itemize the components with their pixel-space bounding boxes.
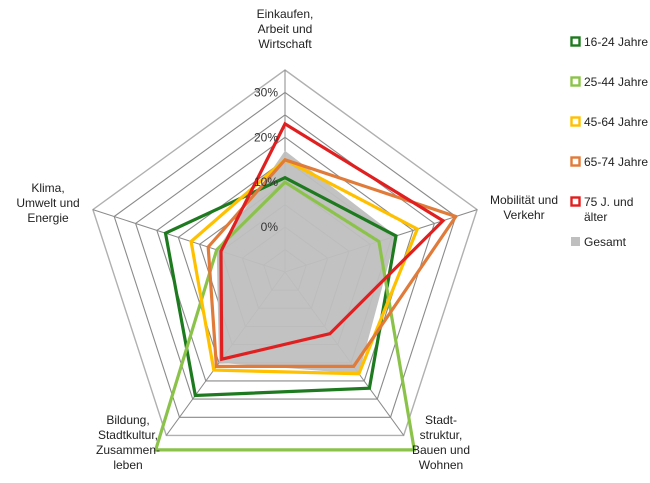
grid-ring bbox=[113, 91, 457, 418]
tick-label: 30% bbox=[254, 85, 278, 99]
legend-label: 16-24 Jahre bbox=[584, 35, 648, 49]
tick-label: 20% bbox=[254, 130, 278, 144]
legend-swatch bbox=[570, 116, 581, 127]
legend: 16-24 Jahre 25-44 Jahre 45-64 Jahre 65-74 J… bbox=[570, 35, 648, 249]
legend-label: 45-64 Jahre bbox=[584, 115, 648, 129]
axis-label: Bildung, Stadtkultur, Zusammen-leben bbox=[96, 413, 160, 472]
axis-label: Stadt-struktur, Bauen und Wohnen bbox=[412, 413, 470, 472]
legend-swatch bbox=[571, 237, 580, 246]
series-line-45-64-jahre bbox=[189, 157, 420, 376]
series-line-16-24-jahre bbox=[163, 175, 398, 398]
legend-label: 75 J. und älter bbox=[584, 195, 633, 224]
legend-label: Gesamt bbox=[584, 235, 627, 249]
legend-label: 65-74 Jahre bbox=[584, 155, 648, 169]
legend-swatch bbox=[570, 196, 581, 207]
legend-label: 25-44 Jahre bbox=[584, 75, 648, 89]
axis-label: Einkaufen, Arbeit und Wirtschaft bbox=[257, 7, 314, 51]
series-line-65-74-jahre bbox=[206, 157, 459, 368]
axis-labels: Einkaufen, Arbeit und Wirtschaft Mobilität … bbox=[16, 7, 558, 472]
legend-swatch bbox=[570, 76, 581, 87]
series-line-75-j-und-lter bbox=[219, 121, 446, 362]
radar-series bbox=[153, 121, 459, 452]
grid-ring bbox=[92, 69, 478, 437]
tick-label: 10% bbox=[254, 175, 278, 189]
grid-ring bbox=[134, 114, 436, 400]
tick-label: 0% bbox=[261, 220, 279, 234]
legend-swatch bbox=[570, 156, 581, 167]
radial-tick-labels: 0% 10% 20% 30% bbox=[254, 85, 278, 234]
legend-swatch bbox=[570, 36, 581, 47]
axis-label: Mobilität und Verkehr bbox=[490, 193, 558, 222]
axis-label: Klima, Umwelt und Energie bbox=[16, 181, 79, 225]
